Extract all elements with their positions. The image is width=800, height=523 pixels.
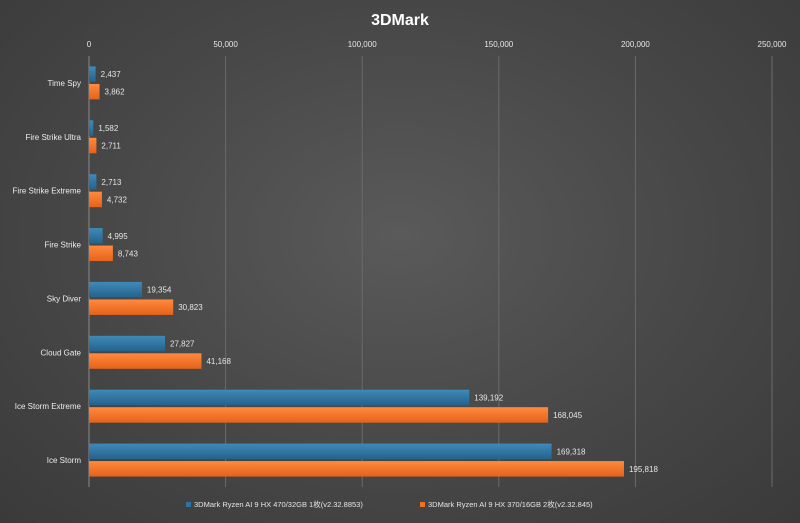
legend: 3DMark Ryzen AI 9 HX 470/32GB 1枚(v2.32.8… — [186, 499, 593, 509]
x-tick-label: 250,000 — [758, 40, 787, 49]
data-label: 30,823 — [178, 303, 203, 312]
category-label: Ice Storm — [47, 456, 82, 465]
bar-series-1 — [89, 335, 166, 352]
data-label: 139,192 — [474, 393, 503, 402]
data-label: 8,743 — [118, 249, 139, 258]
category-label: Cloud Gate — [41, 348, 82, 357]
bar-series-1 — [89, 120, 94, 136]
category-label: Sky Diver — [47, 294, 82, 303]
data-label: 168,045 — [553, 411, 582, 420]
data-label: 169,318 — [557, 447, 586, 456]
bar-series-2 — [89, 461, 624, 477]
x-tick-label: 50,000 — [213, 40, 238, 49]
bars — [89, 66, 624, 477]
category-label: Fire Strike — [45, 241, 82, 250]
data-label: 2,437 — [101, 70, 122, 79]
bar-series-1 — [89, 389, 470, 406]
category-labels: Time Spy Fire Strike Ultra Fire Strike Ext… — [13, 79, 82, 465]
legend-label: 3DMark Ryzen AI 9 HX 370/16GB 2枚(v2.32.8… — [428, 499, 593, 509]
category-label: Fire Strike Ultra — [25, 133, 81, 142]
bar-series-1 — [89, 174, 97, 190]
bar-series-1 — [89, 228, 103, 244]
x-tick-label: 0 — [87, 40, 92, 49]
legend-swatch — [186, 502, 191, 507]
bar-series-1 — [89, 281, 142, 298]
data-label: 195,818 — [629, 465, 658, 474]
category-label: Fire Strike Extreme — [13, 187, 82, 196]
category-label: Ice Storm Extreme — [15, 402, 82, 411]
data-label: 3,862 — [105, 88, 126, 97]
data-label: 4,995 — [108, 232, 129, 241]
data-label: 2,713 — [101, 178, 122, 187]
bar-series-2 — [89, 299, 174, 315]
data-label: 19,354 — [147, 286, 172, 295]
legend-label: 3DMark Ryzen AI 9 HX 470/32GB 1枚(v2.32.8… — [194, 499, 363, 509]
bar-series-2 — [89, 137, 97, 154]
data-label: 2,711 — [101, 142, 121, 151]
bar-series-1 — [89, 443, 552, 460]
bar-series-2 — [89, 83, 100, 100]
x-tick-label: 100,000 — [348, 40, 377, 49]
x-tick-label: 150,000 — [484, 40, 513, 49]
bar-series-2 — [89, 407, 549, 423]
legend-swatch — [420, 502, 425, 507]
bar-series-2 — [89, 245, 113, 262]
x-tick-label: 200,000 — [621, 40, 650, 49]
chart-title: 3DMark — [371, 12, 429, 29]
data-label: 1,582 — [98, 124, 119, 133]
data-label: 41,168 — [206, 357, 231, 366]
data-label: 4,732 — [107, 195, 128, 204]
data-labels: 2,437 3,862 1,582 2,711 2,713 4,732 4,995 8,743… — [98, 70, 658, 474]
category-label: Time Spy — [48, 79, 82, 88]
bar-series-1 — [89, 66, 96, 82]
bar-series-2 — [89, 191, 102, 208]
x-axis-ticks: 0 50,000 100,000 150,000 200,000 250,000 — [87, 40, 787, 49]
bar-series-2 — [89, 353, 202, 369]
data-label: 27,827 — [170, 340, 195, 349]
